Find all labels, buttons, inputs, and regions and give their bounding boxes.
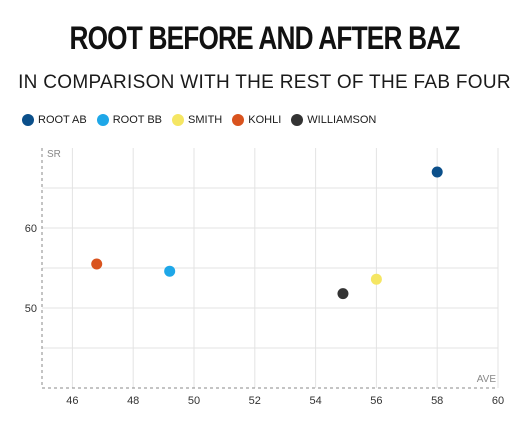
legend-item-williamson: WILLIAMSON	[291, 114, 376, 126]
x-tick-label: 58	[431, 395, 443, 407]
legend-label: KOHLI	[248, 114, 282, 126]
y-tick-label: 50	[25, 303, 37, 315]
legend-label: SMITH	[188, 114, 223, 126]
legend-label: ROOT AB	[38, 114, 87, 126]
x-axis-label: AVE	[477, 374, 497, 385]
legend-dot-icon	[232, 114, 245, 126]
y-tick-label: 60	[25, 223, 37, 235]
data-point-kohli	[91, 258, 103, 270]
x-tick-label: 56	[370, 395, 382, 407]
chart-title: ROOT BEFORE AND AFTER BAZ	[69, 20, 460, 56]
data-point-williamson	[337, 288, 349, 300]
legend-dot-icon	[291, 114, 304, 126]
legend-item-smith: SMITH	[172, 114, 222, 126]
x-tick-label: 50	[188, 395, 200, 407]
legend: ROOT AB ROOT BB SMITH KOHLI WILLIAMSON	[22, 114, 376, 126]
legend-dot-icon	[22, 114, 34, 126]
x-tick-label: 60	[492, 395, 504, 407]
data-point-smith	[370, 273, 382, 285]
x-tick-label: 52	[249, 395, 261, 407]
x-tick-label: 46	[66, 395, 78, 407]
legend-item-root-ab: ROOT AB	[22, 114, 87, 126]
legend-item-root-bb: ROOT BB	[96, 114, 163, 126]
legend-dot-icon	[96, 114, 109, 126]
x-tick-label: 54	[309, 395, 321, 407]
legend-dot-icon	[172, 114, 185, 126]
data-point-root-ab	[431, 166, 443, 178]
legend-label: ROOT BB	[112, 114, 163, 126]
data-point-root-bb	[164, 265, 176, 277]
x-tick-label: 48	[127, 395, 139, 407]
y-axis-label: SR	[47, 149, 61, 160]
legend-label: WILLIAMSON	[307, 114, 377, 126]
legend-item-kohli: KOHLI	[232, 114, 281, 126]
chart-subtitle: IN COMPARISON WITH THE REST OF THE FAB F…	[18, 72, 511, 93]
